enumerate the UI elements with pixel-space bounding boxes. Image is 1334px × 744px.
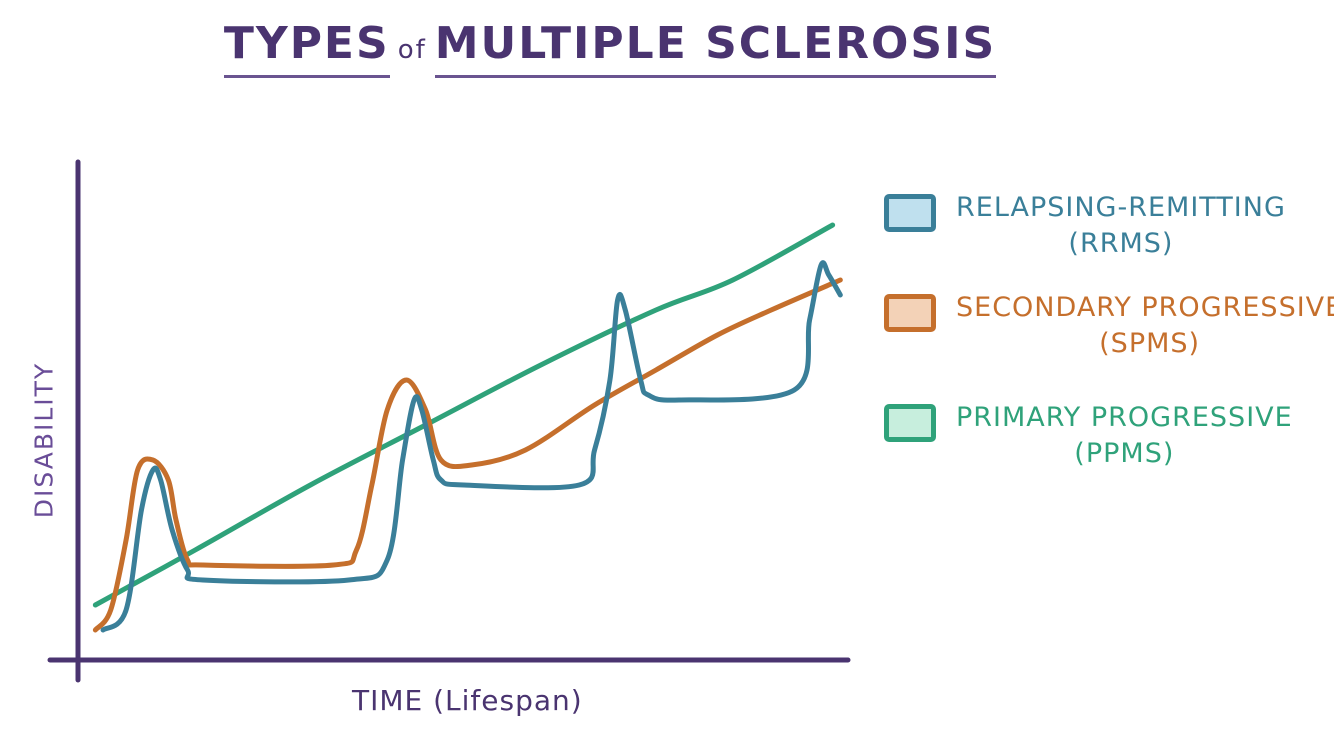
legend-item-spms: SECONDARY PROGRESSIVE (SPMS) xyxy=(884,290,1334,362)
title-word-multiple-sclerosis: MULTIPLE SCLEROSIS xyxy=(434,18,997,78)
legend-swatch-spms xyxy=(884,294,936,332)
legend-label-spms: SECONDARY PROGRESSIVE xyxy=(956,292,1334,323)
legend-swatch-rrms xyxy=(884,194,936,232)
legend-text-rrms: RELAPSING-REMITTING (RRMS) xyxy=(956,190,1286,262)
legend-abbr-rrms: (RRMS) xyxy=(1068,228,1174,259)
legend-label-ppms: PRIMARY PROGRESSIVE xyxy=(956,402,1293,433)
title-word-types: TYPES xyxy=(223,18,390,78)
legend-label-rrms: RELAPSING-REMITTING xyxy=(956,192,1286,223)
title-word-of: of xyxy=(397,35,427,65)
legend-abbr-ppms: (PPMS) xyxy=(1074,438,1175,469)
legend-text-ppms: PRIMARY PROGRESSIVE (PPMS) xyxy=(956,400,1293,472)
series-line-rrms xyxy=(100,260,843,633)
legend-item-ppms: PRIMARY PROGRESSIVE (PPMS) xyxy=(884,400,1324,472)
y-axis-label: DISABILITY xyxy=(29,361,59,519)
chart-title: TYPES of MULTIPLE SCLEROSIS xyxy=(0,18,1220,78)
legend-swatch-ppms xyxy=(884,404,936,442)
series-line-spms xyxy=(92,277,843,633)
legend-abbr-spms: (SPMS) xyxy=(1099,328,1201,359)
legend-item-rrms: RELAPSING-REMITTING (RRMS) xyxy=(884,190,1324,262)
series-line-ppms xyxy=(92,222,836,608)
legend-text-spms: SECONDARY PROGRESSIVE (SPMS) xyxy=(956,290,1334,362)
x-axis-label: TIME (Lifespan) xyxy=(352,684,583,717)
